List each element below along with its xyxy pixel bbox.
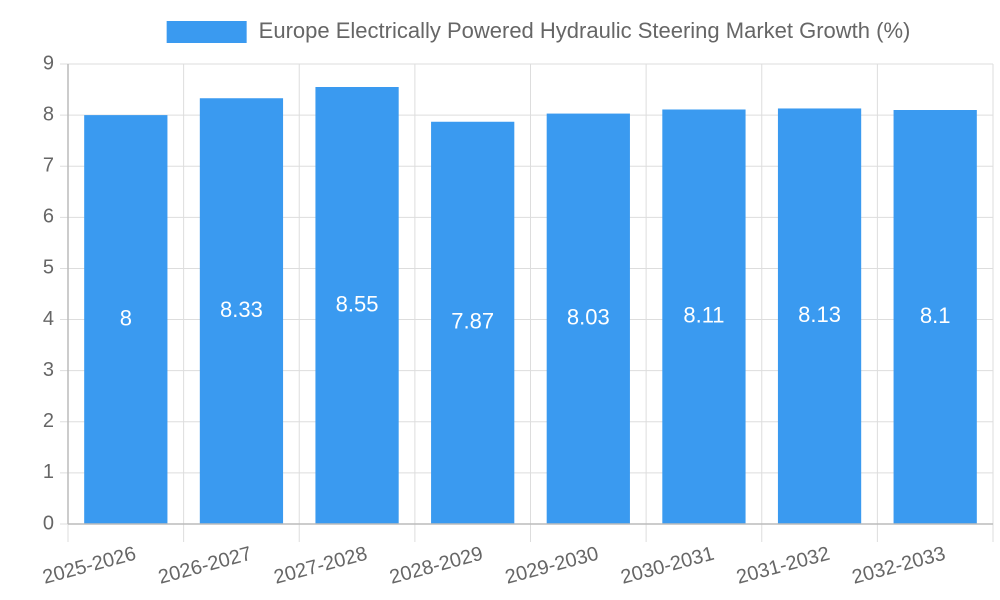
x-tick-label: 2026-2027 bbox=[156, 543, 254, 589]
legend-label: Europe Electrically Powered Hydraulic St… bbox=[259, 18, 911, 43]
y-tick-label: 7 bbox=[43, 155, 54, 177]
y-tick-label: 0 bbox=[43, 512, 54, 534]
bar-value-label: 8 bbox=[120, 305, 132, 330]
legend[interactable]: Europe Electrically Powered Hydraulic St… bbox=[166, 18, 911, 43]
bar-2027-2028[interactable] bbox=[315, 87, 399, 524]
y-tick-label: 2 bbox=[43, 410, 54, 432]
bar-value-label: 7.87 bbox=[451, 309, 494, 334]
bar-2030-2031[interactable] bbox=[662, 109, 746, 524]
bar-2028-2029[interactable] bbox=[431, 121, 515, 524]
bar-value-label: 8.11 bbox=[683, 303, 724, 328]
bar-2031-2032[interactable] bbox=[777, 108, 862, 524]
bar-2026-2027[interactable] bbox=[199, 98, 284, 524]
bar-value-label: 8.1 bbox=[920, 303, 951, 328]
y-tick-label: 3 bbox=[43, 359, 54, 381]
y-tick-label: 9 bbox=[43, 52, 54, 74]
bar-2032-2033[interactable] bbox=[893, 110, 977, 524]
bar-2025-2026[interactable] bbox=[84, 115, 168, 524]
bars bbox=[84, 87, 977, 525]
y-tick-label: 8 bbox=[43, 103, 54, 125]
y-tick-label: 6 bbox=[43, 206, 54, 228]
y-tick-label: 1 bbox=[43, 461, 54, 483]
legend-swatch bbox=[166, 21, 247, 43]
bar-value-label: 8.03 bbox=[567, 305, 610, 330]
x-tick-label: 2032-2033 bbox=[850, 543, 948, 589]
x-tick-label: 2025-2026 bbox=[40, 543, 138, 589]
x-tick-label: 2029-2030 bbox=[503, 543, 601, 589]
bar-value-label: 8.13 bbox=[798, 302, 841, 327]
data-labels: 8 8.33 8.55 7.87 8.03 8.11 8.13 8.1 bbox=[120, 291, 951, 333]
bar-value-label: 8.33 bbox=[220, 297, 263, 322]
x-tick-label: 2030-2031 bbox=[619, 543, 717, 589]
bar-value-label: 8.55 bbox=[336, 291, 379, 316]
x-tick-label: 2028-2029 bbox=[387, 543, 485, 589]
bar-2029-2030[interactable] bbox=[546, 113, 630, 525]
x-tick-label: 2027-2028 bbox=[272, 543, 370, 589]
y-tick-label: 5 bbox=[43, 257, 54, 279]
y-tick-label: 4 bbox=[43, 308, 54, 330]
x-tick-label: 2031-2032 bbox=[734, 543, 832, 589]
